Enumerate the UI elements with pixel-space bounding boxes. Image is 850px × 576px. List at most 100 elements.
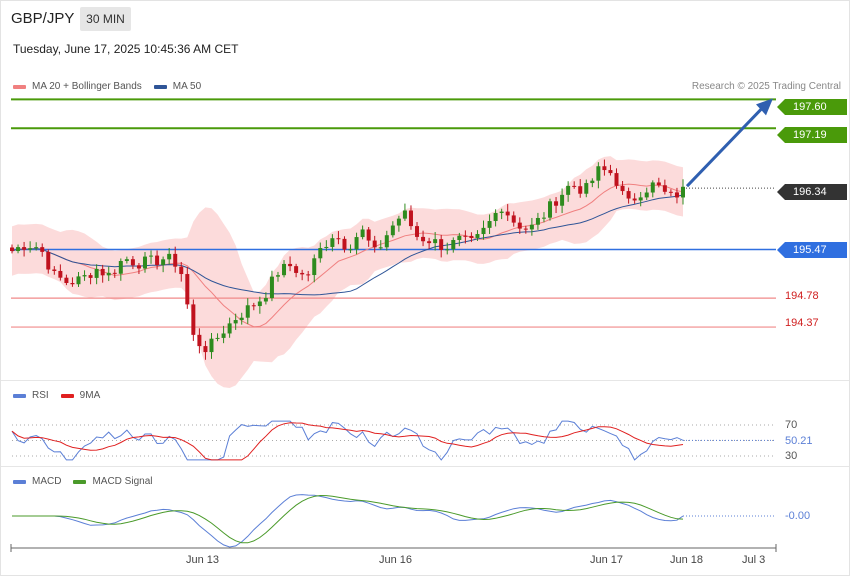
ma50-line	[11, 194, 684, 296]
candle-body	[408, 210, 413, 227]
candle-body	[191, 304, 196, 335]
candle-body	[40, 247, 45, 252]
projection-arrow-head	[756, 98, 773, 116]
candle-body	[475, 234, 480, 238]
candle-body	[275, 275, 280, 277]
ma20-line	[11, 183, 684, 328]
candle-body	[668, 191, 673, 193]
candle-body	[257, 301, 262, 307]
rsi-level-70: 70	[785, 419, 798, 431]
rsi-level-30: 30	[785, 450, 798, 462]
legend-macd-swatch	[13, 479, 26, 484]
macd-signal-line	[12, 494, 684, 544]
legend-ma20-swatch	[13, 84, 26, 89]
macd-line	[12, 494, 684, 548]
candle-body	[215, 337, 220, 339]
legend-rsi-swatch	[13, 393, 26, 398]
copyright: Research © 2025 Trading Central	[691, 81, 841, 92]
candle-body	[306, 274, 311, 276]
candle-body	[173, 253, 178, 267]
candle-body	[16, 247, 21, 252]
candle-body	[239, 317, 244, 321]
candle-body	[681, 186, 685, 198]
legend-macd-label: MACD	[32, 476, 62, 487]
timeframe-button[interactable]: 30 MIN	[80, 7, 131, 31]
candle-body	[167, 253, 172, 260]
legend-ma20-label: MA 20 + Bollinger Bands	[32, 81, 142, 92]
candle-body	[282, 263, 287, 276]
candle-body	[560, 194, 565, 206]
candle-body	[396, 218, 401, 226]
candle-body	[572, 185, 577, 187]
macd-divider	[1, 466, 849, 467]
x-label-jul3: Jul 3	[742, 554, 766, 566]
candle-body	[523, 228, 528, 230]
candle-body	[142, 256, 147, 269]
projection-arrow-line	[685, 107, 764, 188]
legend-ma20: MA 20 + Bollinger Bands	[13, 81, 142, 92]
candle-body	[70, 283, 75, 285]
candle-body	[22, 247, 27, 250]
candle-body	[656, 182, 661, 186]
candle-body	[469, 235, 474, 238]
candle-body	[487, 221, 492, 228]
legend-9ma-label: 9MA	[79, 390, 101, 401]
candle-body	[644, 192, 649, 198]
x-label-jun18: Jun 18	[670, 554, 704, 566]
candle-body	[82, 275, 87, 277]
candle-body	[596, 166, 601, 181]
legend-rsi: RSI	[13, 390, 49, 401]
rsi-legend: RSI 9MA	[13, 390, 112, 401]
candle-body	[52, 269, 57, 271]
price-label-current: 196.34	[777, 184, 847, 200]
candle-body	[566, 185, 571, 195]
candle-body	[300, 272, 305, 275]
rsi-line	[11, 420, 684, 461]
candle-body	[46, 251, 51, 270]
candle-body	[10, 247, 14, 252]
legend-macd: MACD	[13, 476, 61, 487]
candle-body	[505, 211, 510, 216]
macd-legend: MACD MACD Signal	[13, 476, 164, 487]
symbol-title: GBP/JPY	[11, 10, 75, 27]
candle-body	[288, 263, 293, 267]
candle-body	[384, 235, 389, 248]
candle-body	[136, 265, 141, 269]
candle-body	[541, 217, 546, 219]
candle-body	[88, 275, 93, 278]
candle-body	[209, 338, 214, 353]
candle-body	[372, 240, 377, 248]
candle-body	[451, 239, 456, 250]
candle-body	[161, 259, 166, 265]
candle-body	[354, 237, 359, 250]
candle-body	[34, 247, 39, 249]
candle-body	[614, 173, 619, 186]
candle-body	[415, 226, 420, 237]
candle-body	[124, 259, 129, 262]
legend-macd-signal-label: MACD Signal	[92, 476, 153, 487]
candle-body	[390, 225, 395, 236]
candle-body	[608, 170, 613, 174]
candle-body	[511, 215, 516, 223]
candle-body	[330, 238, 335, 247]
candle-body	[64, 277, 69, 284]
candle-body	[402, 210, 407, 219]
legend-9ma: 9MA	[60, 390, 101, 401]
candle-body	[58, 270, 63, 278]
candle-body	[427, 241, 432, 244]
candle-body	[366, 229, 371, 241]
rsi-9ma-line	[11, 422, 684, 461]
candle-body	[318, 248, 323, 259]
candle-body	[324, 246, 329, 249]
main-legend: MA 20 + Bollinger Bands MA 50	[13, 81, 213, 92]
candle-body	[457, 235, 462, 240]
legend-ma50-label: MA 50	[172, 81, 202, 92]
candle-body	[312, 258, 317, 276]
candle-body	[499, 211, 504, 213]
legend-rsi-label: RSI	[32, 390, 49, 401]
candle-body	[662, 185, 667, 192]
candle-body	[130, 259, 135, 266]
candle-body	[463, 235, 468, 237]
candle-body	[269, 276, 274, 299]
